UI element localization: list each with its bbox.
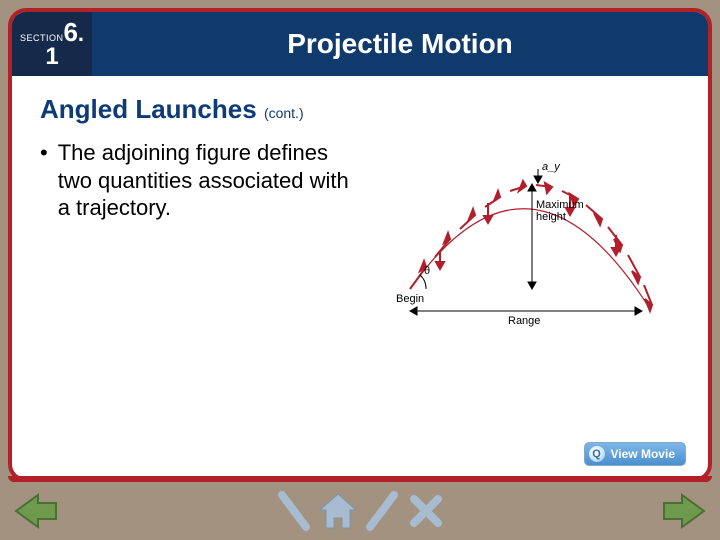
- home-icon: [316, 490, 360, 532]
- backslash-icon: [276, 491, 312, 531]
- nav-next-button[interactable]: [656, 491, 712, 531]
- nav-bar: [8, 486, 712, 536]
- chapter-dot: .: [78, 23, 84, 45]
- nav-center: [272, 489, 448, 533]
- nav-back-slash-button[interactable]: [272, 489, 316, 533]
- arrow-left-icon: [12, 491, 60, 531]
- fig-label-range: Range: [508, 315, 540, 327]
- chapter-number: 6: [63, 19, 77, 45]
- bullet-item: • The adjoining figure defines two quant…: [40, 139, 362, 329]
- bullet-text: The adjoining figure defines two quantit…: [58, 139, 362, 329]
- arrow-right-icon: [660, 491, 708, 531]
- slash-icon: [364, 491, 400, 531]
- fig-label-maxheight: Maximumheight: [536, 199, 584, 223]
- trajectory-svg: [380, 139, 680, 329]
- nav-close-button[interactable]: [404, 489, 448, 533]
- bullet-marker: •: [40, 139, 48, 329]
- fig-label-theta: θ: [424, 265, 430, 277]
- fig-label-ay: a_y: [542, 161, 560, 173]
- fig-label-begin: Begin: [396, 293, 424, 305]
- section-label: SECTION: [20, 34, 64, 43]
- slide-frame: SECTION 6 . 1 Projectile Motion Angled L…: [8, 8, 712, 482]
- page-title: Projectile Motion: [92, 12, 708, 76]
- footer-strip: [8, 476, 712, 482]
- close-icon: [406, 491, 446, 531]
- nav-home-button[interactable]: [316, 489, 360, 533]
- subtitle: Angled Launches (cont.): [40, 94, 680, 125]
- section-number: 1: [45, 45, 58, 69]
- section-tab: SECTION 6 . 1: [12, 12, 92, 76]
- trajectory-figure: Maximumheight a_y θ Begin Range: [380, 139, 680, 329]
- view-movie-button[interactable]: Q View Movie: [584, 442, 686, 466]
- subtitle-main: Angled Launches: [40, 94, 257, 124]
- view-movie-label: View Movie: [611, 447, 675, 461]
- nav-forward-slash-button[interactable]: [360, 489, 404, 533]
- subtitle-cont: (cont.): [264, 105, 304, 121]
- nav-prev-button[interactable]: [8, 491, 64, 531]
- content-area: Angled Launches (cont.) • The adjoining …: [12, 76, 708, 341]
- body-row: • The adjoining figure defines two quant…: [40, 139, 680, 329]
- magnifier-icon: Q: [589, 446, 605, 462]
- header-bar: SECTION 6 . 1 Projectile Motion: [12, 12, 708, 76]
